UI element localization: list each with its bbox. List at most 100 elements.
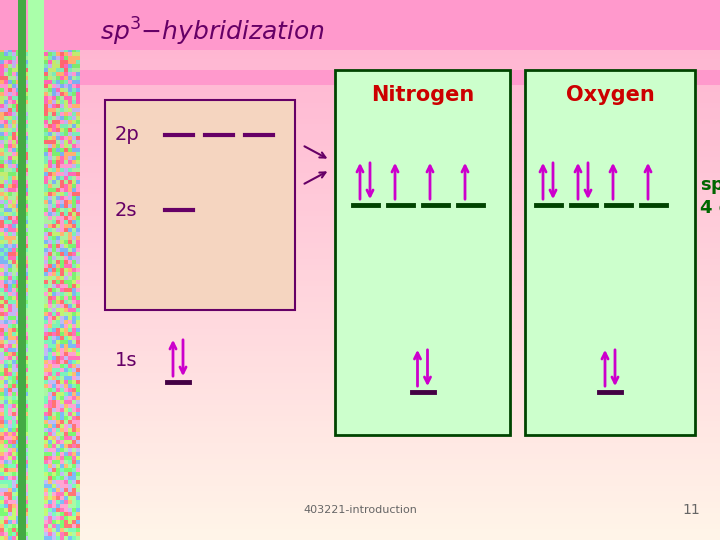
Bar (60, 500, 64, 504)
Bar (32, 264, 36, 268)
Bar (44, 224, 48, 228)
Bar (36, 168, 40, 172)
Bar (44, 496, 48, 500)
Bar (52, 444, 56, 448)
Bar (4, 432, 8, 436)
Bar (0, 220, 4, 224)
Bar (76, 256, 80, 260)
Bar (64, 320, 68, 324)
Bar (8, 208, 12, 212)
Bar (64, 280, 68, 284)
Bar (52, 24, 56, 28)
Bar (76, 324, 80, 328)
Bar (60, 324, 64, 328)
Bar (0, 428, 4, 432)
Bar (48, 232, 52, 236)
Bar (4, 180, 8, 184)
Bar (28, 428, 32, 432)
Bar (36, 392, 40, 396)
Bar (24, 424, 28, 428)
Bar (36, 344, 40, 348)
Bar (56, 412, 60, 416)
Bar (40, 256, 44, 260)
Bar (44, 216, 48, 220)
Bar (0, 248, 4, 252)
Bar (36, 460, 40, 464)
Bar (72, 48, 76, 52)
Bar (12, 0, 16, 4)
Bar (76, 136, 80, 140)
Bar (0, 260, 4, 264)
Bar (36, 132, 40, 136)
Bar (72, 28, 76, 32)
Bar (76, 320, 80, 324)
Bar (16, 200, 20, 204)
Bar (12, 340, 16, 344)
Bar (4, 36, 8, 40)
Bar (44, 500, 48, 504)
Bar (20, 404, 24, 408)
Bar (16, 124, 20, 128)
Bar (52, 428, 56, 432)
Bar (68, 172, 72, 176)
Bar (68, 508, 72, 512)
Bar (28, 72, 32, 76)
Bar (52, 32, 56, 36)
Bar (4, 196, 8, 200)
Bar (24, 460, 28, 464)
Bar (8, 4, 12, 8)
Bar (64, 100, 68, 104)
Bar (32, 316, 36, 320)
Bar (40, 264, 44, 268)
Bar (56, 272, 60, 276)
Bar (32, 496, 36, 500)
Bar (0, 43, 720, 49)
Bar (60, 64, 64, 68)
Bar (40, 52, 44, 56)
Bar (32, 332, 36, 336)
Bar (20, 224, 24, 228)
Bar (24, 404, 28, 408)
Bar (48, 72, 52, 76)
Bar (4, 64, 8, 68)
Bar (76, 528, 80, 532)
Bar (4, 408, 8, 412)
Bar (76, 328, 80, 332)
Bar (28, 272, 32, 276)
Bar (60, 492, 64, 496)
Bar (60, 8, 64, 12)
Bar (32, 36, 36, 40)
Bar (64, 308, 68, 312)
Bar (72, 300, 76, 304)
Bar (4, 436, 8, 440)
Bar (0, 212, 4, 216)
Bar (76, 336, 80, 340)
Bar (72, 280, 76, 284)
Bar (0, 44, 4, 48)
Bar (60, 72, 64, 76)
Bar (44, 336, 48, 340)
Bar (0, 96, 4, 100)
Bar (72, 224, 76, 228)
Bar (68, 204, 72, 208)
Bar (525, 70, 695, 435)
Bar (16, 248, 20, 252)
Bar (20, 140, 24, 144)
Bar (44, 120, 48, 124)
Bar (16, 252, 20, 256)
Bar (60, 184, 64, 188)
Bar (44, 408, 48, 412)
Bar (44, 208, 48, 212)
Bar (12, 484, 16, 488)
Bar (44, 436, 48, 440)
Bar (48, 188, 52, 192)
Bar (16, 352, 20, 356)
Bar (68, 404, 72, 408)
Bar (56, 76, 60, 80)
Bar (8, 192, 12, 196)
Bar (64, 488, 68, 492)
Bar (68, 468, 72, 472)
Bar (0, 56, 4, 60)
Bar (0, 28, 4, 32)
Bar (64, 388, 68, 392)
